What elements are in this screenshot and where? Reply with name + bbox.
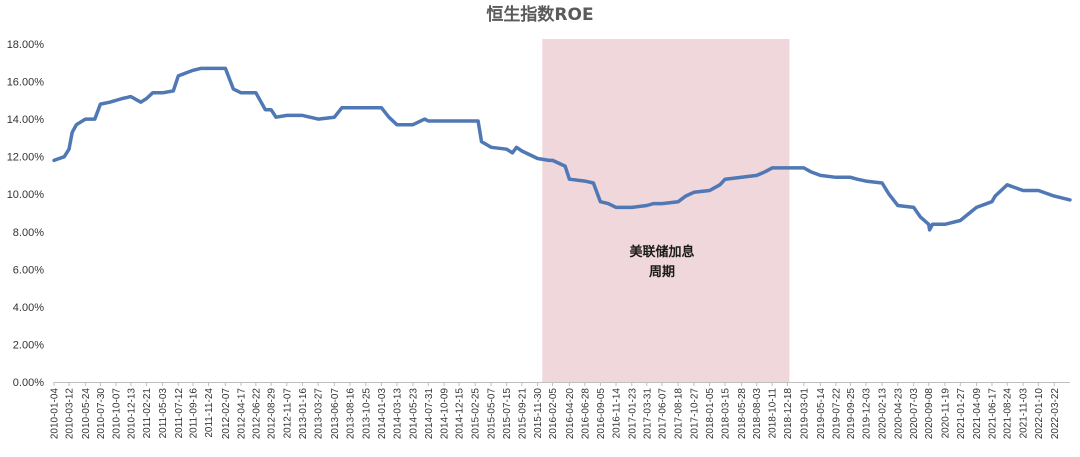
x-tick-label: 2018-03-15: [721, 388, 732, 440]
x-tick-label: 2020-02-13: [878, 388, 889, 440]
x-tick-label: 2015-07-15: [502, 388, 513, 440]
x-tick-label: 2016-02-05: [548, 388, 559, 440]
x-tick-label: 2014-10-09: [440, 388, 451, 440]
x-tick-label: 2019-12-03: [861, 388, 872, 440]
x-tick-label: 2014-12-15: [455, 388, 466, 440]
y-tick-label: 0.00%: [13, 377, 44, 389]
x-tick-label: 2010-03-12: [65, 388, 76, 440]
y-tick-label: 8.00%: [13, 227, 44, 239]
y-tick-label: 12.00%: [7, 152, 45, 164]
y-tick-label: 2.00%: [13, 339, 44, 351]
series-line-hsi-roe: [52, 66, 1072, 232]
y-tick-label: 14.00%: [7, 114, 45, 126]
x-tick-label: 2012-11-07: [282, 388, 293, 439]
rate-hike-period-shading: [542, 39, 790, 382]
x-tick-label: 2014-03-13: [392, 388, 403, 440]
x-tick-label: 2021-01-27: [956, 388, 967, 440]
x-tick-label: 2019-03-01: [799, 388, 810, 440]
x-tick-label: 2012-04-17: [237, 388, 248, 440]
x-tick-label: 2010-12-13: [126, 388, 137, 440]
x-tick-label: 2013-08-16: [346, 388, 357, 440]
x-tick-label: 2010-05-24: [81, 388, 92, 440]
x-tick-label: 2018-08-03: [752, 388, 763, 440]
x-tick-label: 2015-05-07: [487, 388, 498, 440]
x-tick-label: 2015-09-21: [517, 388, 528, 440]
x-tick-label: 2012-02-07: [221, 388, 232, 440]
x-tick-label: 2013-01-16: [298, 388, 309, 440]
y-tick-label: 18.00%: [7, 39, 45, 51]
x-tick-label: 2018-05-28: [737, 388, 748, 440]
x-tick-label: 2020-09-08: [924, 388, 935, 440]
x-tick-label: 2019-09-25: [846, 388, 857, 440]
chart-title: 恒生指数ROE: [486, 4, 593, 25]
x-tick-label: 2017-06-07: [658, 388, 669, 440]
x-tick-label: 2016-06-28: [580, 388, 591, 440]
x-tick-label: 2011-11-24: [204, 388, 215, 438]
x-tick-label: 2013-10-25: [361, 388, 372, 440]
y-axis-ticks: 0.00% 2.00% 4.00% 6.00% 8.00% 10.00% 12.00% 14.…: [7, 39, 45, 389]
x-tick-label: 2017-03-31: [642, 388, 653, 440]
x-tick-label: 2020-11-19: [940, 388, 951, 439]
x-tick-label: 2011-02-21: [142, 388, 153, 439]
x-tick-label: 2021-06-17: [987, 388, 998, 440]
y-tick-label: 10.00%: [7, 189, 45, 201]
x-tick-label: 2018-01-05: [705, 388, 716, 440]
x-tick-label: 2014-01-03: [377, 388, 388, 440]
y-tick-label: 16.00%: [7, 77, 45, 89]
x-tick-label: 2014-05-23: [408, 388, 419, 440]
x-tick-label: 2015-11-30: [533, 388, 544, 439]
x-tick-label: 2013-03-27: [314, 388, 325, 440]
x-axis-ticks: 2010-01-04 2010-03-12 2010-05-24 2010-07-30…: [50, 382, 1061, 439]
x-tick-label: 2016-09-05: [596, 388, 607, 440]
x-tick-label: 2022-03-22: [1050, 388, 1061, 440]
x-tick-label: 2021-04-09: [972, 388, 983, 440]
x-tick-label: 2016-11-14: [612, 388, 623, 439]
x-tick-label: 2012-06-22: [251, 388, 262, 440]
x-tick-label: 2018-12-18: [783, 388, 794, 440]
x-tick-label: 2010-01-04: [50, 388, 61, 440]
x-tick-label: 2020-04-23: [893, 388, 904, 440]
x-tick-label: 2017-01-23: [627, 388, 638, 440]
x-tick-label: 2011-07-12: [174, 388, 185, 439]
x-tick-label: 2021-11-03: [1019, 388, 1030, 439]
x-tick-label: 2017-08-18: [674, 388, 685, 440]
annotation-label-line1: 美联储加息: [630, 244, 695, 260]
x-tick-label: 2019-05-14: [816, 388, 827, 440]
y-tick-label: 6.00%: [13, 264, 44, 276]
x-tick-label: 2022-01-10: [1034, 388, 1045, 440]
x-tick-label: 2016-04-20: [565, 388, 576, 440]
x-tick-label: 2010-10-07: [111, 388, 122, 440]
x-tick-label: 2015-02-25: [471, 388, 482, 440]
x-tick-label: 2011-05-03: [158, 388, 169, 439]
x-tick-label: 2021-08-24: [1003, 388, 1014, 440]
annotation-label-line2: 周期: [649, 265, 675, 280]
x-tick-label: 2012-08-29: [267, 388, 278, 440]
x-tick-label: 2017-10-27: [689, 388, 700, 440]
x-tick-label: 2020-07-03: [909, 388, 920, 440]
x-tick-label: 2018-10-11: [768, 388, 779, 439]
x-tick-label: 2014-07-31: [424, 388, 435, 440]
x-tick-label: 2010-07-30: [96, 388, 107, 440]
x-tick-label: 2013-06-07: [330, 388, 341, 440]
y-tick-label: 4.00%: [13, 302, 44, 314]
x-tick-label: 2011-09-16: [189, 388, 200, 439]
x-tick-label: 2019-07-22: [831, 388, 842, 440]
